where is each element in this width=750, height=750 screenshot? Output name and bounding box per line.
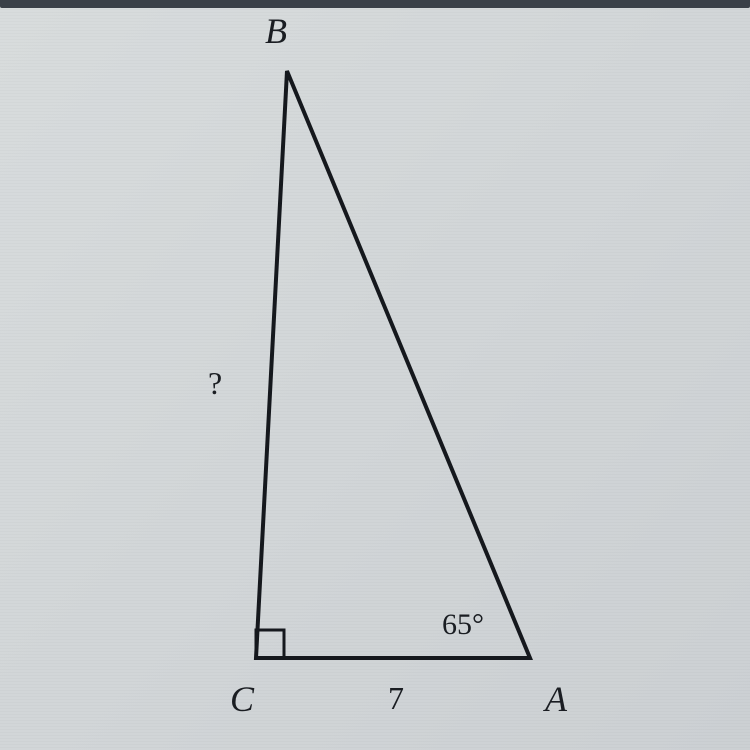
triangle-svg: [0, 0, 750, 750]
angle-label-a: 65°: [442, 608, 484, 642]
vertex-label-c: C: [230, 678, 254, 720]
triangle-polygon: [256, 71, 530, 658]
vertex-label-a: A: [545, 678, 567, 720]
vertex-label-b: B: [265, 10, 287, 52]
side-label-bc: ?: [208, 365, 222, 402]
side-label-ca: 7: [388, 680, 404, 717]
right-angle-marker: [256, 630, 284, 658]
triangle-diagram: B C A ? 7 65°: [0, 0, 750, 750]
